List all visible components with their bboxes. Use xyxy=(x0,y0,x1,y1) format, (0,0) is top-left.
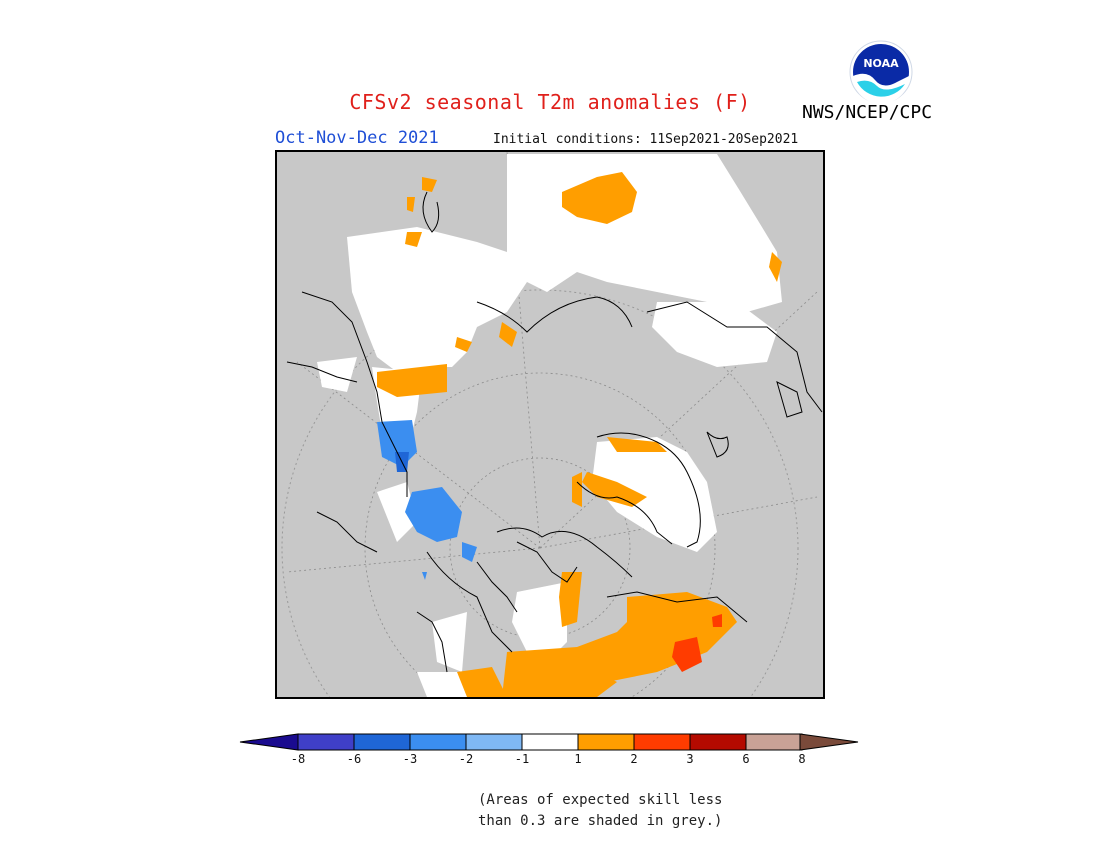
colorbar-segment xyxy=(521,733,579,751)
skill-note: (Areas of expected skill less than 0.3 a… xyxy=(478,790,722,832)
colorbar-low-arrow xyxy=(239,733,299,751)
noaa-logo: NOAA xyxy=(849,40,913,104)
skill-note-line1: (Areas of expected skill less xyxy=(478,792,723,808)
colorbar-tick-label: 6 xyxy=(742,752,750,766)
colorbar-tick-label: -3 xyxy=(402,752,418,766)
forecast-period: Oct-Nov-Dec 2021 xyxy=(275,128,439,148)
chart-title: CFSv2 seasonal T2m anomalies (F) xyxy=(349,90,751,114)
colorbar-segment xyxy=(689,733,747,751)
colorbar-segment xyxy=(409,733,467,751)
colorbar-tick-label: -8 xyxy=(290,752,306,766)
colorbar-segment xyxy=(633,733,691,751)
colorbar-tick-label: 8 xyxy=(798,752,806,766)
map-panel xyxy=(275,150,825,699)
colorbar-tick-label: -2 xyxy=(458,752,474,766)
colorbar-segment xyxy=(577,733,635,751)
polar-map xyxy=(281,152,823,697)
colorbar-high-arrow xyxy=(799,733,859,751)
colorbar-segment xyxy=(297,733,355,751)
skill-note-line2: than 0.3 are shaded in grey.) xyxy=(478,813,723,829)
colorbar-segment xyxy=(353,733,411,751)
colorbar-tick-label: -6 xyxy=(346,752,362,766)
colorbar-segment xyxy=(465,733,523,751)
colorbar-tick-label: 1 xyxy=(574,752,582,766)
initial-conditions: Initial conditions: 11Sep2021-20Sep2021 xyxy=(493,132,799,147)
warm-anomaly-regions xyxy=(377,172,782,697)
colorbar-tick-label: -1 xyxy=(514,752,530,766)
coastlines xyxy=(286,191,823,673)
color-scale-bar xyxy=(239,733,859,751)
logo-text: NOAA xyxy=(863,57,899,70)
colorbar-tick-label: 2 xyxy=(630,752,638,766)
agency-label: NWS/NCEP/CPC xyxy=(802,102,933,123)
colorbar-tick-label: 3 xyxy=(686,752,694,766)
colorbar-segments xyxy=(297,733,803,751)
colorbar-segment xyxy=(745,733,803,751)
